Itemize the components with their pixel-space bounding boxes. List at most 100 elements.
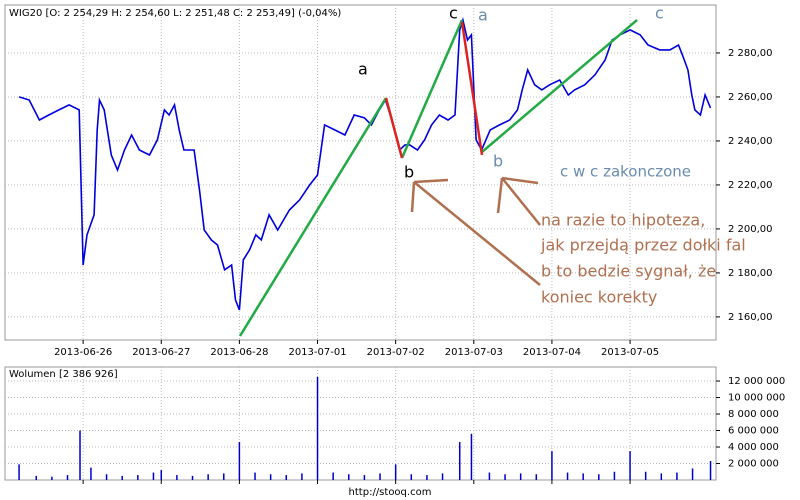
volume-bar bbox=[332, 472, 334, 480]
y-tick-label: 2 220,00 bbox=[728, 180, 773, 191]
volume-bar bbox=[152, 472, 155, 480]
volume-bar bbox=[238, 442, 241, 480]
price-line bbox=[18, 16, 712, 311]
y-tick-label: 2 180,00 bbox=[728, 268, 773, 279]
x-tick-label: 2013-07-01 bbox=[288, 347, 346, 358]
y-tick-label: 2 260,00 bbox=[728, 92, 773, 103]
volume-bar bbox=[458, 442, 461, 480]
x-tick-label: 2013-07-05 bbox=[601, 347, 659, 358]
volume-bar bbox=[709, 461, 712, 480]
arrow bbox=[501, 177, 541, 226]
wave-label: b bbox=[404, 163, 414, 182]
arrow bbox=[410, 181, 416, 213]
note: c w c zakonczone bbox=[560, 163, 691, 181]
arrow bbox=[501, 176, 539, 185]
y-tick-label: 2 280,00 bbox=[728, 48, 773, 59]
volume-bar bbox=[223, 473, 225, 480]
volume-bar bbox=[269, 474, 272, 480]
y-tick-label: 6 000 000 bbox=[728, 426, 779, 437]
grid-layer bbox=[5, 5, 720, 484]
volume-bar bbox=[660, 473, 663, 480]
volume-bar bbox=[566, 472, 569, 480]
volume-bar bbox=[582, 473, 584, 480]
marks-layer bbox=[18, 16, 712, 480]
y-tick-label: 10 000 000 bbox=[728, 393, 785, 404]
price-panel bbox=[4, 4, 717, 341]
wave-line bbox=[384, 97, 404, 159]
volume-panel bbox=[4, 366, 717, 481]
wave-line bbox=[238, 97, 388, 337]
wave-line bbox=[460, 21, 484, 156]
note: jak przejdą przez dołki fal bbox=[540, 236, 746, 255]
volume-bar bbox=[137, 475, 139, 480]
volume-bar bbox=[363, 475, 366, 480]
wave-line bbox=[481, 19, 638, 153]
volume-bar bbox=[191, 475, 194, 480]
volume-bar bbox=[598, 474, 600, 480]
volume-bar bbox=[160, 470, 163, 480]
y-tick-label: 2 240,00 bbox=[728, 136, 773, 147]
volume-bar bbox=[121, 475, 123, 480]
volume-bar bbox=[301, 473, 303, 480]
volume-bar bbox=[488, 472, 491, 480]
x-tick-label: 2013-06-28 bbox=[210, 347, 268, 358]
price-title: WIG20 [O: 2 254,29 H: 2 254,60 L: 2 251,… bbox=[9, 8, 341, 19]
wave-label: a bbox=[358, 60, 368, 79]
wave-label: c bbox=[449, 4, 458, 23]
y-tick-label: 12 000 000 bbox=[728, 376, 785, 387]
volume-bar bbox=[207, 474, 209, 480]
wave-label: c bbox=[655, 4, 664, 23]
volume-bar bbox=[644, 471, 647, 480]
arrow bbox=[413, 181, 541, 286]
x-tick-label: 2013-07-02 bbox=[367, 347, 425, 358]
arrows bbox=[410, 176, 541, 286]
volume-bar bbox=[629, 451, 631, 480]
volume-bar bbox=[105, 474, 108, 480]
y-tick-label: 2 160,00 bbox=[728, 312, 773, 323]
volume-bar bbox=[285, 475, 288, 480]
volume-bar bbox=[18, 464, 20, 480]
volume-title: Wolumen [2 386 926] bbox=[9, 369, 118, 380]
y-tick-label: 2 000 000 bbox=[728, 459, 779, 470]
volume-bar bbox=[504, 474, 506, 480]
volume-bar bbox=[66, 475, 69, 480]
volume-bar bbox=[519, 473, 522, 480]
volume-bar bbox=[441, 473, 444, 480]
volume-bar bbox=[551, 451, 553, 480]
arrow bbox=[413, 178, 449, 184]
volume-bar bbox=[79, 430, 81, 480]
note: koniec korekty bbox=[541, 288, 657, 307]
annotations: a b c a b c c w c zakonczone na razie to… bbox=[358, 4, 746, 307]
wave-line bbox=[400, 19, 464, 159]
volume-bar bbox=[348, 474, 350, 480]
volume-bar bbox=[316, 376, 319, 480]
x-tick-label: 2013-06-26 bbox=[54, 347, 112, 358]
volume-bar bbox=[254, 472, 256, 480]
note: b to bedzie sygnał, że bbox=[541, 262, 716, 281]
x-tick-label: 2013-07-03 bbox=[445, 347, 503, 358]
y-tick-label: 2 200,00 bbox=[728, 224, 773, 235]
volume-bar bbox=[676, 472, 678, 480]
volume-bar bbox=[379, 473, 381, 480]
volume-bar bbox=[90, 467, 92, 480]
y-tick-label: 4 000 000 bbox=[728, 442, 779, 453]
volume-bar bbox=[410, 474, 413, 480]
wave-label: a bbox=[478, 6, 488, 25]
y-tick-label: 8 000 000 bbox=[728, 409, 779, 420]
volume-bar bbox=[535, 474, 538, 480]
footer: http://stooq.com bbox=[349, 487, 432, 498]
wave-lines bbox=[238, 19, 638, 337]
volume-bar bbox=[35, 475, 38, 480]
volume-bar bbox=[691, 468, 694, 480]
volume-bar bbox=[176, 475, 178, 480]
volume-bar bbox=[51, 476, 53, 480]
volume-bar bbox=[394, 464, 397, 480]
wave-label: b bbox=[493, 152, 503, 171]
x-tick-label: 2013-07-04 bbox=[523, 347, 581, 358]
volume-bar bbox=[470, 433, 473, 480]
volume-bar bbox=[613, 471, 616, 480]
note: na razie to hipoteza, bbox=[541, 211, 705, 230]
x-tick-label: 2013-06-27 bbox=[132, 347, 190, 358]
arrow bbox=[496, 177, 504, 214]
